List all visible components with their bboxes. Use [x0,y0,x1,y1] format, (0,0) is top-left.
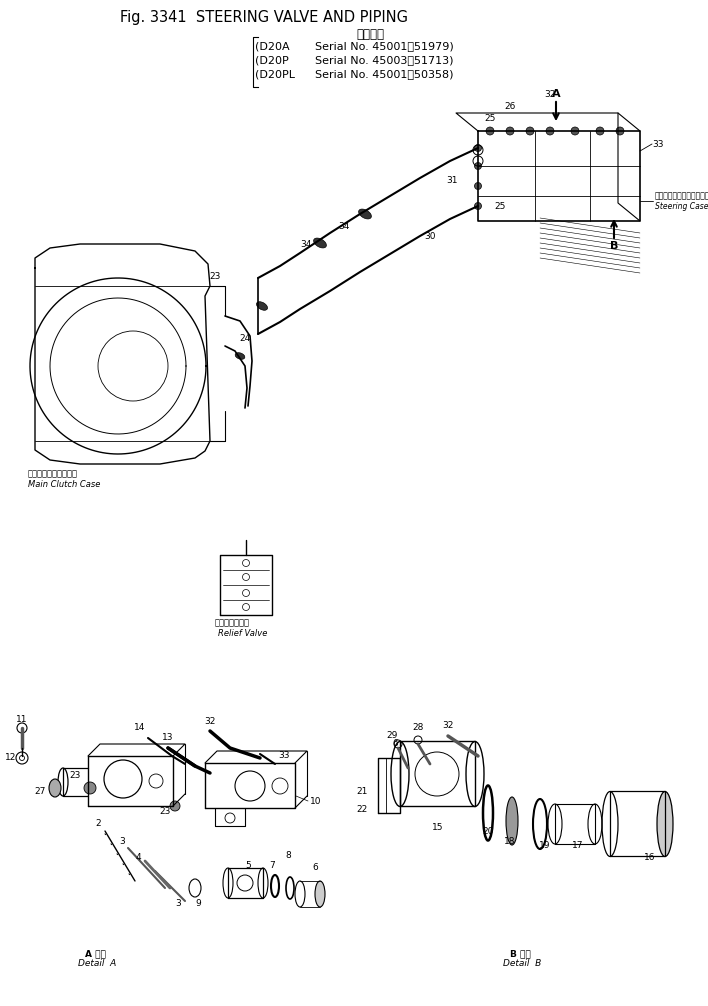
Text: A: A [552,89,560,99]
Text: Detail  A: Detail A [78,960,116,969]
Text: 20: 20 [482,827,493,836]
Circle shape [506,127,514,135]
Text: 10: 10 [310,797,321,806]
Text: 32: 32 [205,716,216,725]
Ellipse shape [315,881,325,907]
Text: (D20PL: (D20PL [255,69,295,79]
Text: 11: 11 [16,714,28,723]
Text: Detail  B: Detail B [503,960,541,969]
Text: 13: 13 [162,733,173,742]
Text: メインクラッチケース: メインクラッチケース [28,470,78,479]
Text: 7: 7 [269,861,275,870]
Text: 8: 8 [285,851,291,860]
Ellipse shape [49,779,61,797]
Ellipse shape [359,209,372,219]
Circle shape [170,801,180,811]
Circle shape [474,163,481,169]
Text: 22: 22 [356,806,367,815]
Text: 28: 28 [412,723,423,732]
Text: 9: 9 [195,898,201,907]
Text: (D20P: (D20P [255,55,289,65]
Text: 27: 27 [34,787,46,796]
Circle shape [616,127,624,135]
Ellipse shape [657,792,673,856]
Text: 33: 33 [652,140,664,149]
Text: 3: 3 [175,899,181,908]
Ellipse shape [314,238,326,247]
Circle shape [486,127,494,135]
Text: Fig. 3341  STEERING VALVE AND PIPING: Fig. 3341 STEERING VALVE AND PIPING [120,9,408,24]
Circle shape [526,127,534,135]
Text: 32: 32 [544,90,556,99]
Text: Main Clutch Case: Main Clutch Case [28,480,101,489]
Text: Serial No. 45001～51979): Serial No. 45001～51979) [315,41,454,51]
Text: 16: 16 [644,853,656,862]
Text: 5: 5 [245,861,251,870]
Circle shape [474,182,481,189]
Text: 34: 34 [300,239,312,248]
Text: Relief Valve: Relief Valve [218,629,268,638]
Circle shape [474,145,481,152]
Text: 23: 23 [210,272,221,281]
Ellipse shape [235,353,245,359]
Text: 25: 25 [494,201,506,210]
Text: 34: 34 [338,221,350,230]
Circle shape [546,127,554,135]
Ellipse shape [506,797,518,845]
Text: Serial No. 45001～50358): Serial No. 45001～50358) [315,69,454,79]
Text: 17: 17 [572,841,584,850]
Text: 3: 3 [119,837,125,845]
Text: 4: 4 [135,853,141,862]
Ellipse shape [256,302,268,310]
Text: 25: 25 [484,114,496,123]
Circle shape [596,127,604,135]
Text: 29: 29 [387,731,398,740]
Text: リリーフバルブ: リリーフバルブ [215,619,250,628]
Text: 6: 6 [312,863,318,872]
Text: 23: 23 [69,772,81,781]
Text: B: B [610,241,618,252]
Text: 31: 31 [446,175,458,184]
Text: ステアリングケースカバー: ステアリングケースカバー [655,191,708,200]
Text: 6: 6 [392,739,398,748]
Text: 2: 2 [95,820,101,829]
Text: 23: 23 [159,807,171,816]
Text: 18: 18 [504,837,515,845]
Text: 15: 15 [433,824,444,833]
Text: 19: 19 [539,841,551,850]
Text: 33: 33 [278,751,290,761]
Text: (D20A: (D20A [255,41,290,51]
Text: Steering Case Cover: Steering Case Cover [655,201,708,210]
Circle shape [571,127,579,135]
Text: 32: 32 [442,721,454,730]
Text: 12: 12 [5,753,16,763]
Text: 30: 30 [424,231,435,240]
Text: 14: 14 [135,723,146,732]
Text: A 詳細: A 詳細 [84,950,105,959]
Text: B 詳細: B 詳細 [510,950,530,959]
Text: 適用号機: 適用号機 [356,27,384,40]
Text: 26: 26 [504,102,515,111]
Text: 21: 21 [356,787,367,796]
Text: Serial No. 45003～51713): Serial No. 45003～51713) [315,55,454,65]
Circle shape [474,202,481,209]
Text: 24: 24 [239,334,251,342]
Circle shape [84,782,96,794]
